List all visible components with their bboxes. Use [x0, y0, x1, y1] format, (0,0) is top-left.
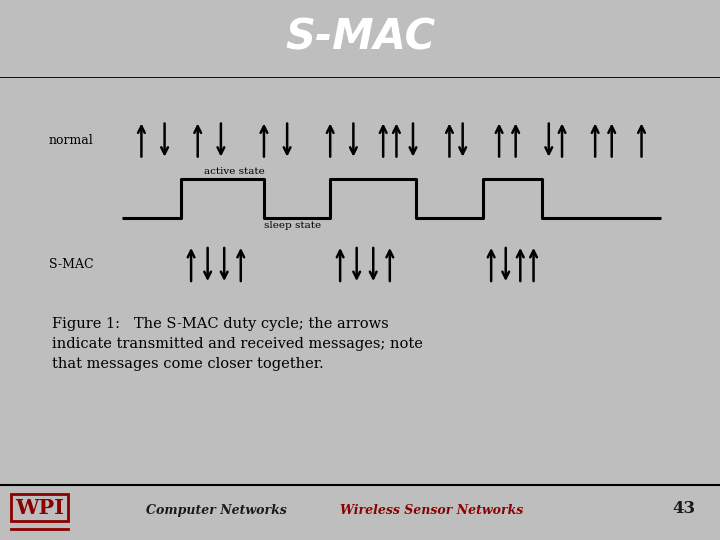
- Text: indicate transmitted and received messages; note: indicate transmitted and received messag…: [52, 337, 423, 351]
- Text: normal: normal: [49, 133, 94, 146]
- Text: S-MAC: S-MAC: [285, 17, 435, 58]
- Text: Figure 1:   The S-MAC duty cycle; the arrows: Figure 1: The S-MAC duty cycle; the arro…: [52, 317, 389, 331]
- Text: Wireless Sensor Networks: Wireless Sensor Networks: [341, 504, 523, 517]
- Text: active state: active state: [204, 167, 265, 176]
- Text: S-MAC: S-MAC: [49, 258, 94, 271]
- Text: WPI: WPI: [15, 498, 64, 518]
- Text: Computer Networks: Computer Networks: [145, 504, 287, 517]
- Text: 43: 43: [672, 501, 696, 517]
- Text: sleep state: sleep state: [264, 221, 321, 230]
- Text: that messages come closer together.: that messages come closer together.: [52, 357, 324, 372]
